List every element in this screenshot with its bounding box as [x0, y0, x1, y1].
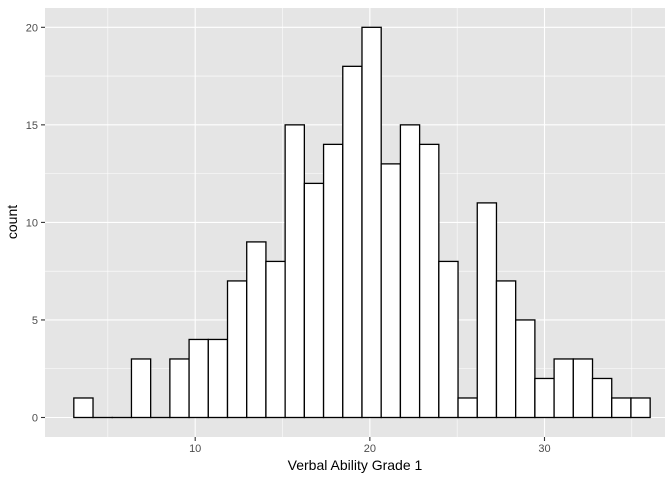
histogram-bar [169, 358, 190, 419]
histogram-bar [188, 338, 209, 419]
histogram-bar [207, 338, 229, 419]
histogram-bar [303, 182, 325, 419]
y-tick-label: 0 [32, 412, 38, 424]
histogram-bar [515, 319, 536, 419]
histogram-bar [284, 124, 306, 419]
histogram-bar [476, 202, 498, 419]
histogram-bar [591, 377, 613, 419]
histogram-bar [322, 143, 344, 419]
histogram-bar [226, 280, 248, 419]
histogram-bar [553, 358, 574, 419]
histogram-bar [438, 260, 459, 419]
histogram-bar [265, 260, 286, 419]
y-tick-label: 10 [26, 217, 38, 229]
histogram-bar [457, 397, 478, 419]
y-tick-label: 5 [32, 315, 38, 327]
x-tick-label: 10 [189, 443, 201, 455]
histogram-bar [534, 377, 555, 419]
histogram-bar [130, 358, 152, 419]
y-tick-label: 20 [26, 22, 38, 34]
histogram-bar [380, 163, 402, 419]
histogram-bar [342, 65, 363, 419]
histogram-bar [572, 358, 594, 419]
y-axis-title: count [4, 205, 20, 239]
x-tick-label: 20 [364, 443, 376, 455]
histogram-bar [246, 241, 267, 419]
histogram-bar [361, 26, 382, 419]
x-tick-label: 30 [538, 443, 550, 455]
histogram-bar [418, 143, 440, 419]
histogram-bars [73, 26, 651, 419]
x-axis: 10 20 30 [189, 437, 551, 455]
histogram-bar [495, 280, 517, 419]
histogram-bar [630, 397, 651, 419]
histogram-bar [399, 124, 421, 419]
histogram-bar [73, 397, 94, 419]
y-tick-label: 15 [26, 120, 38, 132]
histogram-bar [611, 397, 632, 419]
x-axis-title: Verbal Ability Grade 1 [288, 457, 423, 473]
y-axis: 0 5 10 15 20 [26, 22, 45, 424]
